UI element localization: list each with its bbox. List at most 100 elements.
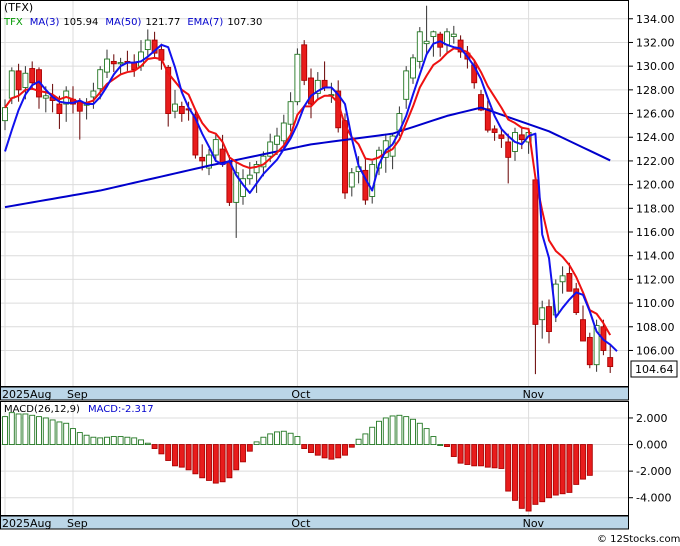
candle	[410, 54, 416, 84]
macd-bar	[199, 444, 206, 479]
candle	[573, 282, 580, 315]
macd-bar	[144, 442, 151, 445]
candle	[539, 300, 546, 339]
macd-bar	[328, 444, 335, 460]
macd-bar	[22, 413, 29, 445]
macd-value-label: MACD:-2.317	[88, 404, 154, 415]
price-x-axis: 2025Aug Sep Oct Nov	[2, 388, 545, 401]
macd-bar	[246, 444, 253, 452]
macd-bar	[505, 444, 512, 492]
macd-bar	[450, 444, 457, 457]
x-tick-label: Nov	[523, 388, 545, 401]
candle	[416, 27, 423, 69]
macd-bar	[165, 444, 172, 461]
macd-bar	[437, 444, 444, 446]
legend-label: MA(3)	[30, 17, 60, 28]
price-tick-label: 132.00	[636, 36, 675, 49]
macd-bar	[185, 444, 192, 471]
macd-bar	[362, 433, 369, 445]
macd-label: MACD(26,12,9)	[4, 404, 80, 415]
macd-bar	[369, 426, 376, 445]
macd-bar	[471, 444, 478, 467]
macd-bar	[430, 436, 437, 445]
price-tick-label: 120.00	[636, 179, 675, 192]
macd-bar	[498, 444, 505, 469]
macd-x-tick-label: Oct	[291, 517, 311, 530]
macd-bar	[416, 422, 423, 445]
macd-bar	[15, 413, 22, 445]
macd-bar	[233, 444, 240, 471]
macd-bar	[178, 444, 185, 468]
legend-value: 121.77	[145, 17, 180, 28]
macd-bar	[566, 444, 573, 493]
candle	[104, 49, 110, 78]
macd-bar	[240, 444, 246, 463]
macd-bar	[532, 444, 539, 505]
macd-bar	[518, 444, 525, 509]
chart-title: (TFX)	[4, 1, 33, 14]
macd-bar	[219, 444, 226, 483]
price-tick-label: 106.00	[636, 344, 675, 357]
legend-label: MA(50)	[105, 17, 141, 28]
macd-bar	[573, 444, 580, 485]
candle	[607, 344, 614, 373]
price-grid	[1, 1, 628, 386]
macd-bar	[267, 433, 274, 445]
ema7-line	[4, 47, 612, 336]
price-tick-label: 116.00	[636, 226, 675, 239]
macd-bar	[56, 421, 63, 445]
candle	[110, 54, 117, 73]
macd-bar	[280, 430, 287, 445]
macd-bar	[382, 417, 389, 445]
x-tick-label: Oct	[291, 388, 311, 401]
candle	[586, 332, 593, 369]
macd-bar	[525, 444, 532, 512]
candle	[287, 92, 294, 132]
macd-bar	[206, 444, 212, 481]
candle	[97, 66, 104, 100]
macd-bar	[294, 436, 301, 445]
macd-bar	[552, 444, 559, 496]
candle	[206, 149, 212, 176]
price-tick-label: 126.00	[636, 108, 675, 121]
legend: TFX MA(3) 105.94 MA(50) 121.77 EMA(7) 107.30	[3, 17, 262, 28]
macd-bar	[348, 444, 355, 448]
macd-bar	[83, 434, 90, 445]
ma3-line	[4, 40, 618, 352]
macd-bar	[151, 444, 158, 449]
macd-bar	[124, 436, 131, 445]
macd-bar	[410, 418, 416, 445]
macd-tick-label: 0.000	[636, 439, 668, 452]
macd-bar	[110, 436, 117, 445]
last-price-label: 104.64	[635, 363, 674, 376]
last-price-tag: 104.64	[630, 360, 678, 378]
macd-bars	[2, 412, 593, 512]
candle	[403, 66, 410, 109]
candle	[212, 133, 219, 163]
candle	[546, 299, 552, 344]
macd-bar	[287, 432, 294, 445]
macd-bar	[2, 416, 8, 445]
watermark: © 12Stocks.com	[597, 534, 680, 545]
candle	[199, 144, 206, 171]
macd-bar	[464, 444, 471, 465]
macd-bar	[308, 444, 314, 453]
price-lines	[4, 40, 618, 352]
macd-tick-label: 2.000	[636, 412, 668, 425]
macd-bar	[49, 419, 56, 445]
candle	[178, 101, 185, 122]
macd-x-tick-label: Sep	[67, 517, 88, 530]
macd-x-axis-band	[0, 515, 629, 530]
candle	[498, 127, 505, 148]
macd-bar	[512, 444, 518, 501]
candle	[593, 319, 600, 372]
candle	[301, 40, 308, 86]
legend-label: EMA(7)	[187, 17, 223, 28]
candle	[172, 89, 178, 119]
price-tick-label: 124.00	[636, 131, 675, 144]
macd-bar	[335, 444, 342, 459]
candle	[457, 35, 464, 58]
macd-bar	[70, 428, 76, 445]
